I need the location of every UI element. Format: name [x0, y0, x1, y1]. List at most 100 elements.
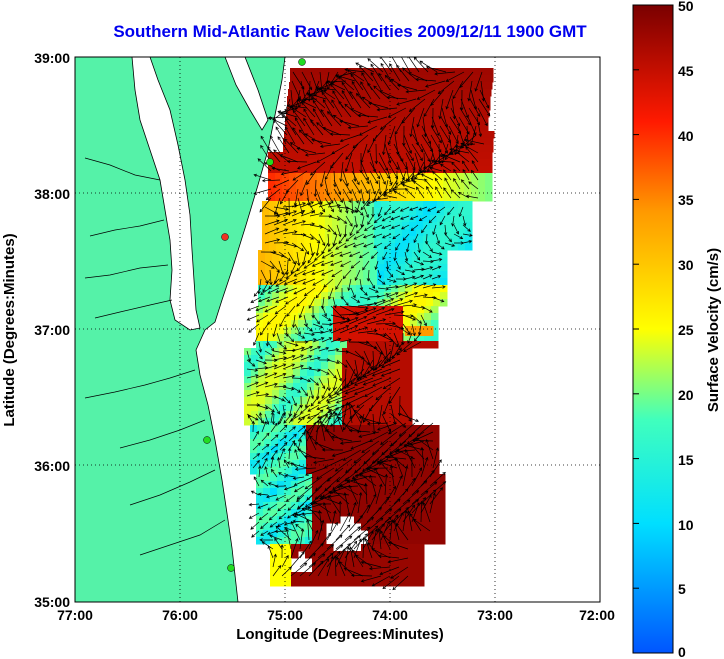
velocity-cell	[303, 173, 311, 181]
velocity-cell	[390, 124, 398, 132]
velocity-cell	[317, 166, 325, 174]
velocity-arrow	[342, 170, 349, 187]
velocity-cell	[419, 278, 427, 286]
velocity-cell	[360, 145, 368, 153]
velocity-cell	[383, 460, 391, 468]
velocity-cell	[346, 222, 354, 230]
velocity-arrow	[377, 422, 398, 431]
velocity-cell	[263, 523, 271, 531]
velocity-cell	[299, 432, 307, 440]
velocity-arrow	[246, 314, 260, 321]
velocity-cell	[293, 404, 301, 412]
velocity-arrow	[319, 170, 326, 188]
velocity-arrow	[357, 316, 377, 325]
velocity-cell	[335, 110, 343, 118]
velocity-cell	[412, 110, 420, 118]
velocity-arrow	[261, 541, 274, 550]
velocity-cell	[286, 348, 294, 356]
velocity-cell	[436, 187, 444, 195]
velocity-cell	[367, 208, 375, 216]
velocity-arrow	[291, 202, 307, 208]
velocity-cell	[397, 439, 405, 447]
velocity-cell	[310, 194, 318, 202]
velocity-cell	[440, 299, 448, 307]
velocity-arrow	[359, 296, 371, 301]
velocity-cell	[314, 264, 322, 272]
velocity-cell	[282, 166, 290, 174]
velocity-cell	[404, 446, 412, 454]
velocity-cell	[352, 159, 360, 167]
velocity-cell	[268, 173, 276, 181]
velocity-cell	[301, 103, 309, 111]
velocity-cell	[354, 341, 362, 349]
velocity-cell	[380, 187, 388, 195]
velocity-cell	[380, 152, 388, 160]
velocity-cell	[384, 383, 392, 391]
velocity-cell	[277, 551, 285, 559]
velocity-cell	[485, 152, 493, 160]
velocity-arrow	[411, 438, 434, 443]
velocity-arrow	[393, 488, 409, 505]
velocity-cell	[440, 285, 448, 293]
velocity-arrow	[293, 476, 314, 486]
velocity-cell	[473, 131, 481, 139]
velocity-cell	[370, 257, 378, 265]
velocity-arrow	[285, 341, 299, 347]
velocity-cell	[291, 551, 299, 559]
velocity-cell	[443, 173, 451, 181]
velocity-cell	[382, 327, 390, 335]
velocity-cell	[346, 243, 354, 251]
velocity-arrow	[320, 108, 333, 127]
velocity-cell	[278, 453, 286, 461]
velocity-cell	[374, 138, 382, 146]
velocity-cell	[416, 201, 424, 209]
velocity-cell	[348, 439, 356, 447]
velocity-cell	[279, 376, 287, 384]
velocity-arrow	[369, 161, 381, 180]
velocity-cell	[389, 572, 397, 580]
velocity-cell	[431, 495, 439, 503]
velocity-cell	[318, 243, 326, 251]
velocity-cell	[283, 236, 291, 244]
velocity-cell	[328, 278, 336, 286]
velocity-cell	[391, 264, 399, 272]
velocity-cell	[258, 369, 266, 377]
velocity-arrow	[277, 136, 290, 154]
velocity-arrow	[357, 329, 378, 334]
velocity-arrow	[309, 233, 321, 244]
velocity-cell	[313, 446, 321, 454]
velocity-cell	[361, 327, 369, 335]
velocity-cell	[410, 544, 418, 552]
velocity-arrow	[384, 206, 392, 216]
velocity-cell	[339, 243, 347, 251]
velocity-cell	[291, 131, 299, 139]
velocity-arrow	[425, 65, 447, 73]
velocity-cell	[292, 453, 300, 461]
velocity-cell	[388, 145, 396, 153]
velocity-cell	[284, 537, 292, 545]
velocity-cell	[305, 131, 313, 139]
velocity-cell	[375, 572, 383, 580]
velocity-arrow	[290, 562, 308, 577]
velocity-arrow	[264, 238, 281, 244]
velocity-cell	[268, 194, 276, 202]
velocity-cell	[251, 411, 259, 419]
velocity-cell	[417, 558, 425, 566]
velocity-cell	[396, 551, 404, 559]
velocity-cell	[292, 439, 300, 447]
station-marker	[221, 233, 229, 241]
velocity-cell	[402, 215, 410, 223]
velocity-arrow	[369, 431, 389, 442]
velocity-arrow	[315, 287, 325, 299]
velocity-arrow	[264, 227, 280, 235]
velocity-arrow	[264, 206, 279, 215]
velocity-cell	[410, 488, 418, 496]
velocity-cell	[285, 439, 293, 447]
velocity-cell	[389, 523, 397, 531]
velocity-arrow	[431, 251, 443, 256]
velocity-cell	[424, 537, 432, 545]
velocity-cell	[244, 369, 252, 377]
velocity-cell	[388, 208, 396, 216]
velocity-cell	[387, 166, 395, 174]
velocity-arrow	[288, 433, 297, 442]
